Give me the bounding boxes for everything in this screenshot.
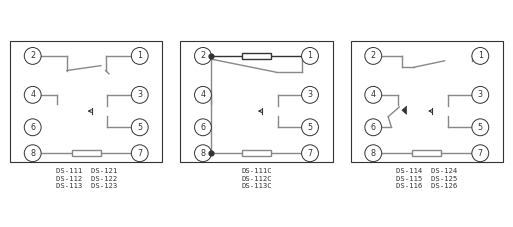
Circle shape xyxy=(131,119,148,136)
Circle shape xyxy=(472,145,489,162)
Circle shape xyxy=(24,86,41,103)
Bar xyxy=(10,41,163,162)
Text: 3: 3 xyxy=(137,90,142,99)
Bar xyxy=(242,53,271,59)
Bar xyxy=(350,41,503,162)
Circle shape xyxy=(302,119,319,136)
Circle shape xyxy=(194,145,211,162)
Text: 1: 1 xyxy=(478,52,483,60)
Circle shape xyxy=(365,119,382,136)
Text: 8: 8 xyxy=(30,149,35,158)
Bar xyxy=(242,150,271,156)
Text: 4: 4 xyxy=(30,90,35,99)
Text: 3: 3 xyxy=(478,90,483,99)
Text: 6: 6 xyxy=(371,123,376,132)
Text: 6: 6 xyxy=(201,123,206,132)
Circle shape xyxy=(24,119,41,136)
Text: 2: 2 xyxy=(371,52,376,60)
Text: 5: 5 xyxy=(137,123,142,132)
Circle shape xyxy=(302,145,319,162)
Circle shape xyxy=(194,47,211,64)
Text: 7: 7 xyxy=(137,149,142,158)
Circle shape xyxy=(194,86,211,103)
Text: 5: 5 xyxy=(307,123,312,132)
Text: 1: 1 xyxy=(307,52,312,60)
Text: DS-112C: DS-112C xyxy=(241,176,272,182)
Text: 2: 2 xyxy=(201,52,206,60)
Circle shape xyxy=(365,145,382,162)
Polygon shape xyxy=(402,106,406,114)
Circle shape xyxy=(472,47,489,64)
Text: DS-116  DS-126: DS-116 DS-126 xyxy=(396,183,458,189)
Circle shape xyxy=(472,86,489,103)
Circle shape xyxy=(131,86,148,103)
Text: 2: 2 xyxy=(30,52,35,60)
Text: 7: 7 xyxy=(307,149,312,158)
Text: DS-115  DS-125: DS-115 DS-125 xyxy=(396,176,458,182)
Text: 5: 5 xyxy=(478,123,483,132)
Bar xyxy=(180,41,333,162)
Text: 3: 3 xyxy=(307,90,312,99)
Circle shape xyxy=(365,86,382,103)
Circle shape xyxy=(131,47,148,64)
Circle shape xyxy=(24,47,41,64)
Circle shape xyxy=(194,119,211,136)
Text: 8: 8 xyxy=(371,149,376,158)
Text: 4: 4 xyxy=(201,90,206,99)
Text: DS-111C: DS-111C xyxy=(241,168,272,174)
Circle shape xyxy=(365,47,382,64)
Text: 6: 6 xyxy=(30,123,35,132)
Circle shape xyxy=(302,47,319,64)
Text: DS-114  DS-124: DS-114 DS-124 xyxy=(396,168,458,174)
Bar xyxy=(72,150,101,156)
Bar xyxy=(412,150,441,156)
Circle shape xyxy=(472,119,489,136)
Text: 8: 8 xyxy=(201,149,206,158)
Text: DS-112  DS-122: DS-112 DS-122 xyxy=(55,176,117,182)
Text: DS-111  DS-121: DS-111 DS-121 xyxy=(55,168,117,174)
Text: 4: 4 xyxy=(371,90,376,99)
Circle shape xyxy=(24,145,41,162)
Circle shape xyxy=(302,86,319,103)
Text: DS-113C: DS-113C xyxy=(241,183,272,189)
Text: DS-113  DS-123: DS-113 DS-123 xyxy=(55,183,117,189)
Text: 7: 7 xyxy=(478,149,483,158)
Circle shape xyxy=(131,145,148,162)
Text: 1: 1 xyxy=(137,52,142,60)
